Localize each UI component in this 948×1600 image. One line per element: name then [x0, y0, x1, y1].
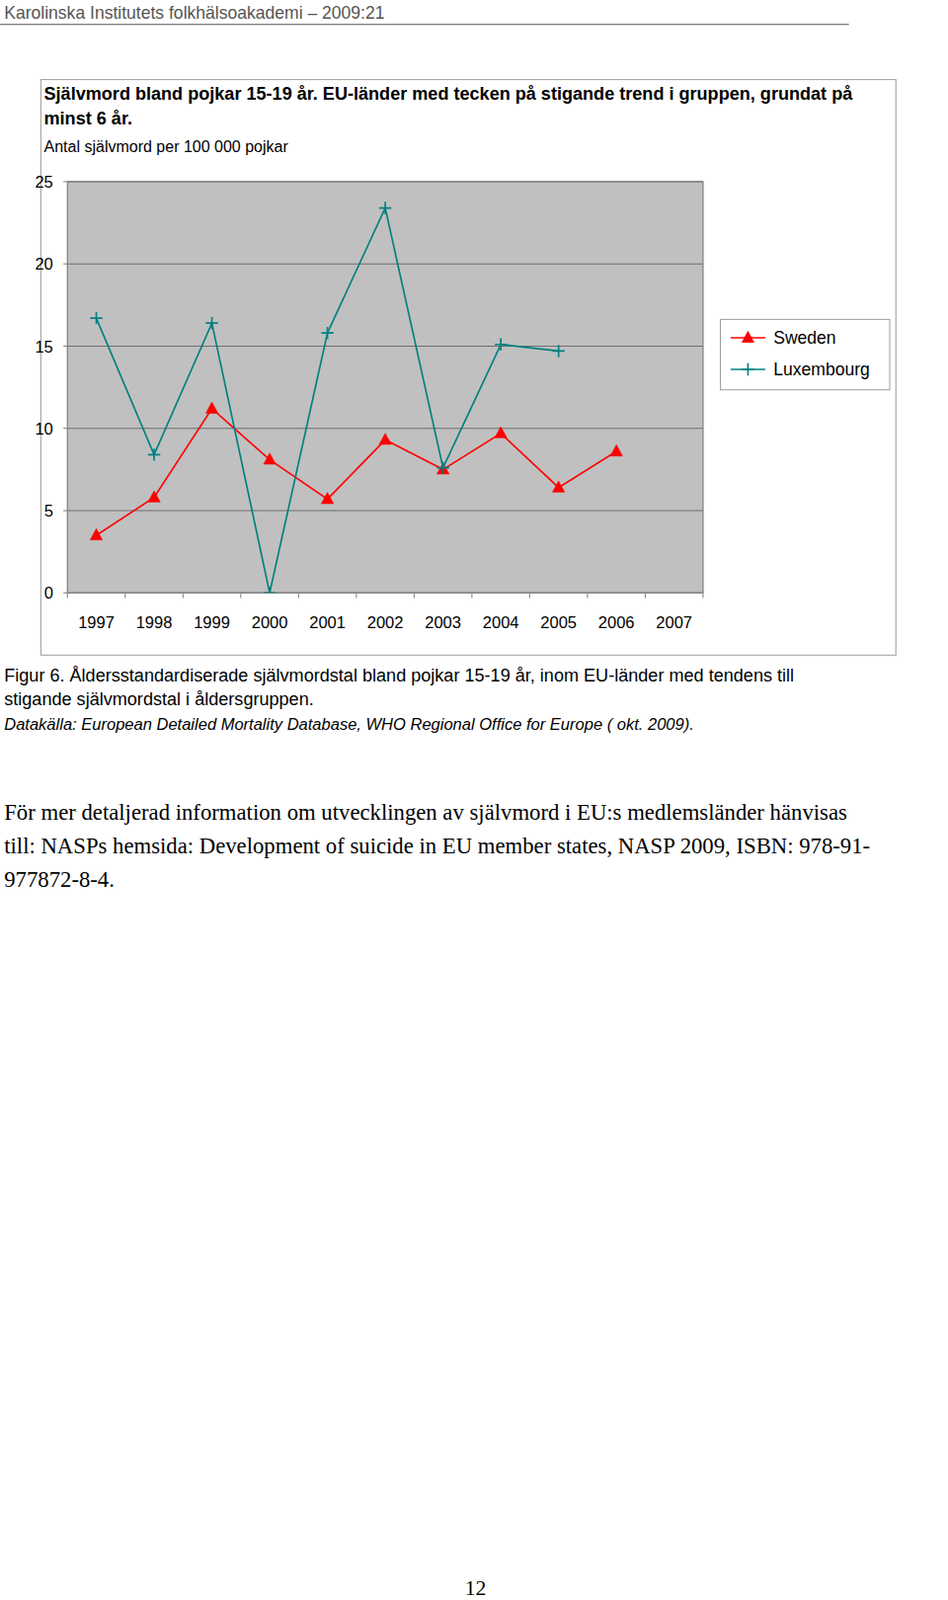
page-header: Karolinska Institutets folkhälsoakademi …: [3, 2, 385, 23]
series-line: [96, 408, 618, 536]
legend-box: [720, 318, 891, 390]
data-point: [379, 201, 392, 214]
data-point: [148, 490, 160, 502]
chart-frame: [40, 79, 896, 656]
x-tick: [529, 592, 531, 598]
x-tick-label: 2003: [424, 613, 462, 632]
data-point: [89, 312, 102, 324]
data-point: [320, 492, 333, 504]
y-tick-label: 5: [44, 501, 54, 521]
series-line: [96, 208, 559, 594]
data-point: [379, 433, 392, 445]
x-tick: [586, 592, 588, 598]
page: Karolinska Institutets folkhälsoakademi …: [0, 0, 948, 1600]
plot-border: [67, 181, 704, 593]
header-rule: [0, 23, 850, 25]
caption-line: stigande självmordstal i åldersgruppen.: [3, 689, 315, 710]
data-point: [205, 401, 218, 413]
data-point: [494, 338, 507, 351]
y-tick-label: 15: [34, 337, 53, 357]
x-tick: [471, 592, 473, 598]
title-line: minst 6 år.: [44, 108, 133, 129]
legend-marker: [741, 330, 754, 342]
grid-line: [67, 427, 704, 429]
data-point: [436, 461, 449, 474]
data-point: [494, 426, 507, 438]
title-line: Självmord bland pojkar 15-19 år. EU-länd…: [44, 83, 855, 104]
x-tick: [239, 592, 241, 598]
page-background: [0, 0, 948, 1600]
chart-title: Självmord bland pojkar 15-19 år. EU-länd…: [44, 83, 855, 128]
data-point: [552, 480, 564, 492]
x-tick: [182, 592, 184, 598]
x-tick: [702, 592, 704, 598]
legend-marker: [741, 363, 754, 376]
y-tick-label: 0: [44, 583, 54, 603]
data-point: [263, 453, 276, 465]
x-tick: [298, 592, 300, 598]
data-point: [610, 444, 623, 456]
y-tick-label: 20: [34, 254, 53, 274]
series-group: [89, 201, 623, 593]
paragraph-line: 977872-8-4.: [3, 867, 115, 892]
data-point: [89, 528, 102, 540]
data-point: [320, 326, 333, 339]
grid-line: [67, 263, 704, 265]
x-tick-label: 1999: [193, 613, 231, 632]
x-tick-label: 2007: [655, 613, 693, 632]
y-axis-label: Antal självmord per 100 000 pojkar: [44, 138, 290, 156]
page-number: 12: [465, 1576, 487, 1600]
caption-line: Figur 6. Åldersstandardiserade självmord…: [3, 665, 794, 686]
x-tick: [124, 592, 126, 598]
x-tick: [67, 592, 69, 598]
x-tick-label: 2001: [309, 613, 346, 632]
plot-area: [67, 181, 704, 593]
paragraph-line: För mer detaljerad information om utveck…: [3, 799, 848, 825]
y-tick-label: 25: [34, 172, 53, 192]
x-tick-label: 2006: [598, 613, 635, 632]
x-tick-label: 2002: [367, 613, 404, 632]
data-point: [552, 344, 564, 357]
x-tick-label: 2004: [482, 613, 520, 632]
data-point: [205, 316, 218, 329]
legend-label: Sweden: [773, 327, 836, 348]
y-tick-label: 10: [34, 419, 53, 439]
x-tick-label: 2005: [540, 613, 577, 632]
x-tick: [644, 592, 646, 598]
legend-label: Luxembourg: [773, 359, 870, 380]
x-tick-label: 2000: [251, 613, 289, 632]
x-tick-label: 1997: [78, 613, 115, 632]
grid-line: [67, 509, 704, 511]
x-tick: [355, 592, 357, 598]
caption-source: Datakälla: European Detailed Mortality D…: [3, 714, 695, 734]
data-point: [148, 448, 160, 461]
paragraph-line: till: NASPs hemsida: Development of suic…: [3, 833, 870, 859]
x-tick-label: 1998: [136, 613, 173, 632]
x-tick: [413, 592, 415, 598]
grid-line: [67, 345, 704, 347]
data-point: [263, 586, 276, 593]
